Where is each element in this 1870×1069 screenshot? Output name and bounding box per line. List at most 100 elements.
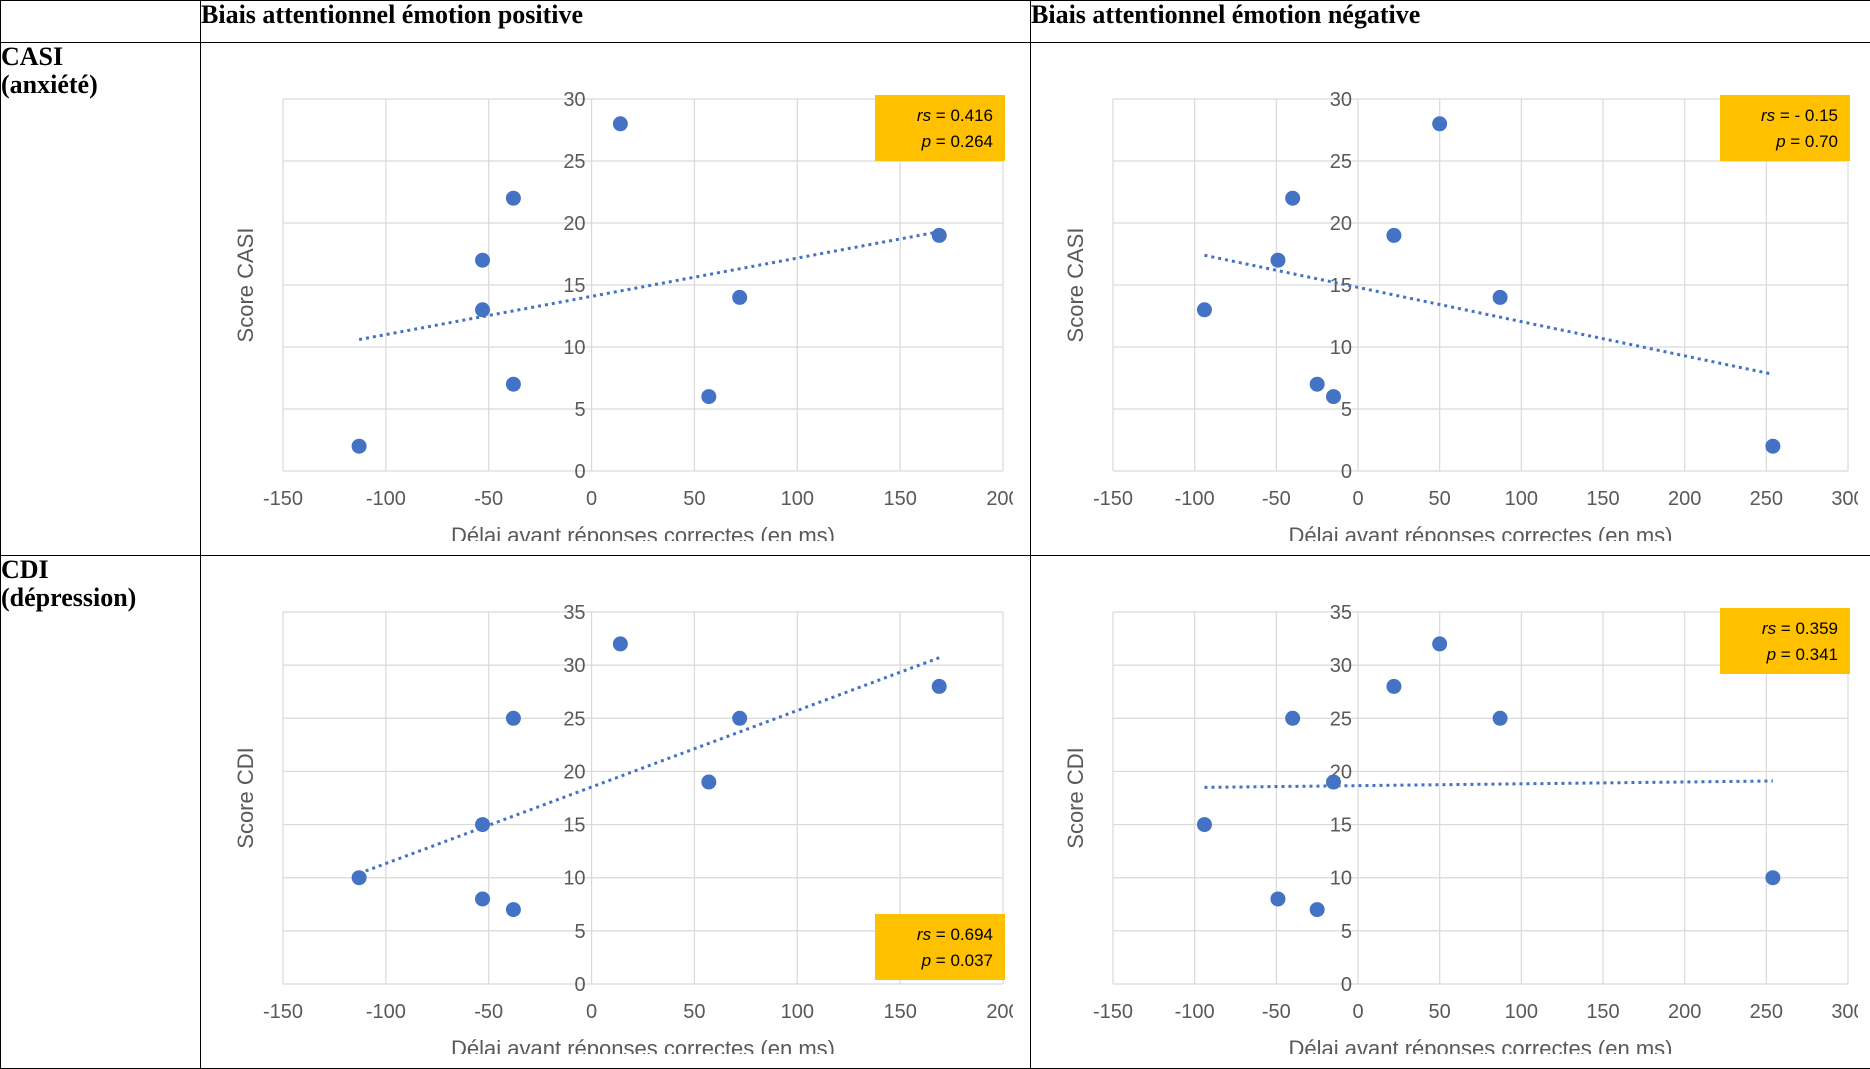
x-tick-label: -100 — [1175, 1001, 1215, 1023]
y-tick-label: 15 — [563, 815, 585, 837]
data-point — [1386, 228, 1401, 243]
p-label: p — [1766, 645, 1776, 664]
y-tick-label: 35 — [563, 602, 585, 624]
trendline — [1204, 255, 1772, 374]
data-point — [932, 228, 947, 243]
data-point — [1310, 377, 1325, 392]
data-point — [1310, 902, 1325, 917]
x-tick-label: 0 — [586, 488, 597, 510]
p-stat: p = 0.037 — [921, 951, 993, 970]
stat-box-bg — [875, 95, 1005, 161]
x-tick-label: 200 — [986, 488, 1013, 510]
p-label: p — [1775, 132, 1785, 151]
rs-value: = 0.359 — [1776, 619, 1838, 638]
chart-cdi-positive: 05101520253035-150-100-50050100150200Dél… — [213, 564, 1013, 1054]
y-tick-label: 10 — [1330, 868, 1352, 890]
y-tick-label: 25 — [563, 708, 585, 730]
x-tick-label: 50 — [683, 1001, 705, 1023]
x-tick-label: -150 — [1093, 1001, 1133, 1023]
data-point — [613, 636, 628, 651]
y-tick-label: 30 — [563, 89, 585, 111]
trendline — [1204, 781, 1772, 787]
y-tick-label: 30 — [1330, 655, 1352, 677]
rs-stat: rs = 0.359 — [1762, 619, 1838, 638]
data-point — [732, 711, 747, 726]
data-point — [1326, 775, 1341, 790]
chart-cell-casi-positive: 051015202530-150-100-50050100150200Délai… — [201, 43, 1031, 556]
y-tick-label: 15 — [563, 275, 585, 297]
chart-cell-cdi-positive: 05101520253035-150-100-50050100150200Dél… — [201, 556, 1031, 1069]
y-tick-label: 10 — [1330, 337, 1352, 359]
stat-box-bg — [1720, 608, 1850, 674]
p-label: p — [921, 951, 931, 970]
row-header-casi-line2: (anxiété) — [1, 71, 200, 99]
x-tick-label: 100 — [781, 488, 814, 510]
data-point — [1285, 711, 1300, 726]
x-tick-label: 150 — [883, 488, 916, 510]
x-tick-label: 50 — [1429, 488, 1451, 510]
data-point — [1326, 389, 1341, 404]
data-point — [701, 775, 716, 790]
data-point — [506, 377, 521, 392]
y-tick-label: 25 — [563, 151, 585, 173]
p-stat: p = 0.264 — [921, 132, 993, 151]
rs-stat: rs = 0.416 — [917, 106, 993, 125]
stat-box: rs = 0.416 p = 0.264 — [875, 95, 1005, 161]
y-tick-label: 30 — [1330, 89, 1352, 111]
p-stat: p = 0.70 — [1775, 132, 1838, 151]
y-tick-label: 0 — [574, 974, 585, 996]
x-axis-title: Délai avant réponses correctes (en ms) — [1289, 1036, 1673, 1054]
y-axis-title: Score CDI — [233, 747, 258, 848]
rs-label: rs — [917, 925, 932, 944]
y-tick-label: 35 — [1330, 602, 1352, 624]
y-tick-label: 5 — [1341, 921, 1352, 943]
data-point — [732, 290, 747, 305]
data-point — [1493, 290, 1508, 305]
x-tick-label: 100 — [1505, 488, 1538, 510]
y-axis-title: Score CDI — [1063, 747, 1088, 848]
y-tick-label: 10 — [563, 868, 585, 890]
data-point — [1270, 891, 1285, 906]
y-tick-label: 0 — [574, 461, 585, 483]
x-tick-label: 150 — [1586, 1001, 1619, 1023]
y-tick-label: 20 — [1330, 213, 1352, 235]
x-tick-label: 300 — [1831, 488, 1858, 510]
x-tick-label: 100 — [1505, 1001, 1538, 1023]
data-point — [1270, 253, 1285, 268]
y-tick-label: 15 — [1330, 815, 1352, 837]
rs-value: = 0.694 — [931, 925, 993, 944]
x-tick-label: -50 — [1262, 488, 1291, 510]
p-stat: p = 0.341 — [1766, 645, 1838, 664]
x-tick-label: 200 — [1668, 1001, 1701, 1023]
rs-value: = - 0.15 — [1775, 106, 1838, 125]
stat-box: rs = 0.359 p = 0.341 — [1720, 608, 1850, 674]
stat-box: rs = - 0.15p = 0.70 — [1720, 95, 1850, 161]
row-header-cdi: CDI (dépression) — [1, 556, 201, 1069]
x-tick-label: -100 — [366, 488, 406, 510]
corner-cell — [1, 1, 201, 43]
x-axis-title: Délai avant réponses correctes (en ms) — [451, 523, 835, 541]
data-point — [701, 389, 716, 404]
col-header-positive: Biais attentionnel émotion positive — [201, 1, 1031, 43]
p-value: = 0.264 — [931, 132, 993, 151]
trendline — [359, 658, 939, 874]
x-tick-label: -100 — [366, 1001, 406, 1023]
x-tick-label: 200 — [1668, 488, 1701, 510]
data-point — [1765, 439, 1780, 454]
data-point — [1432, 116, 1447, 131]
x-tick-label: -50 — [1262, 1001, 1291, 1023]
data-point — [506, 191, 521, 206]
x-tick-label: -50 — [474, 488, 503, 510]
x-axis-title: Délai avant réponses correctes (en ms) — [1289, 523, 1673, 541]
x-tick-label: 300 — [1831, 1001, 1858, 1023]
x-tick-label: 50 — [1429, 1001, 1451, 1023]
p-value: = 0.037 — [931, 951, 993, 970]
row-header-casi: CASI (anxiété) — [1, 43, 201, 556]
y-tick-label: 20 — [563, 761, 585, 783]
data-point — [1285, 191, 1300, 206]
y-tick-label: 5 — [574, 921, 585, 943]
